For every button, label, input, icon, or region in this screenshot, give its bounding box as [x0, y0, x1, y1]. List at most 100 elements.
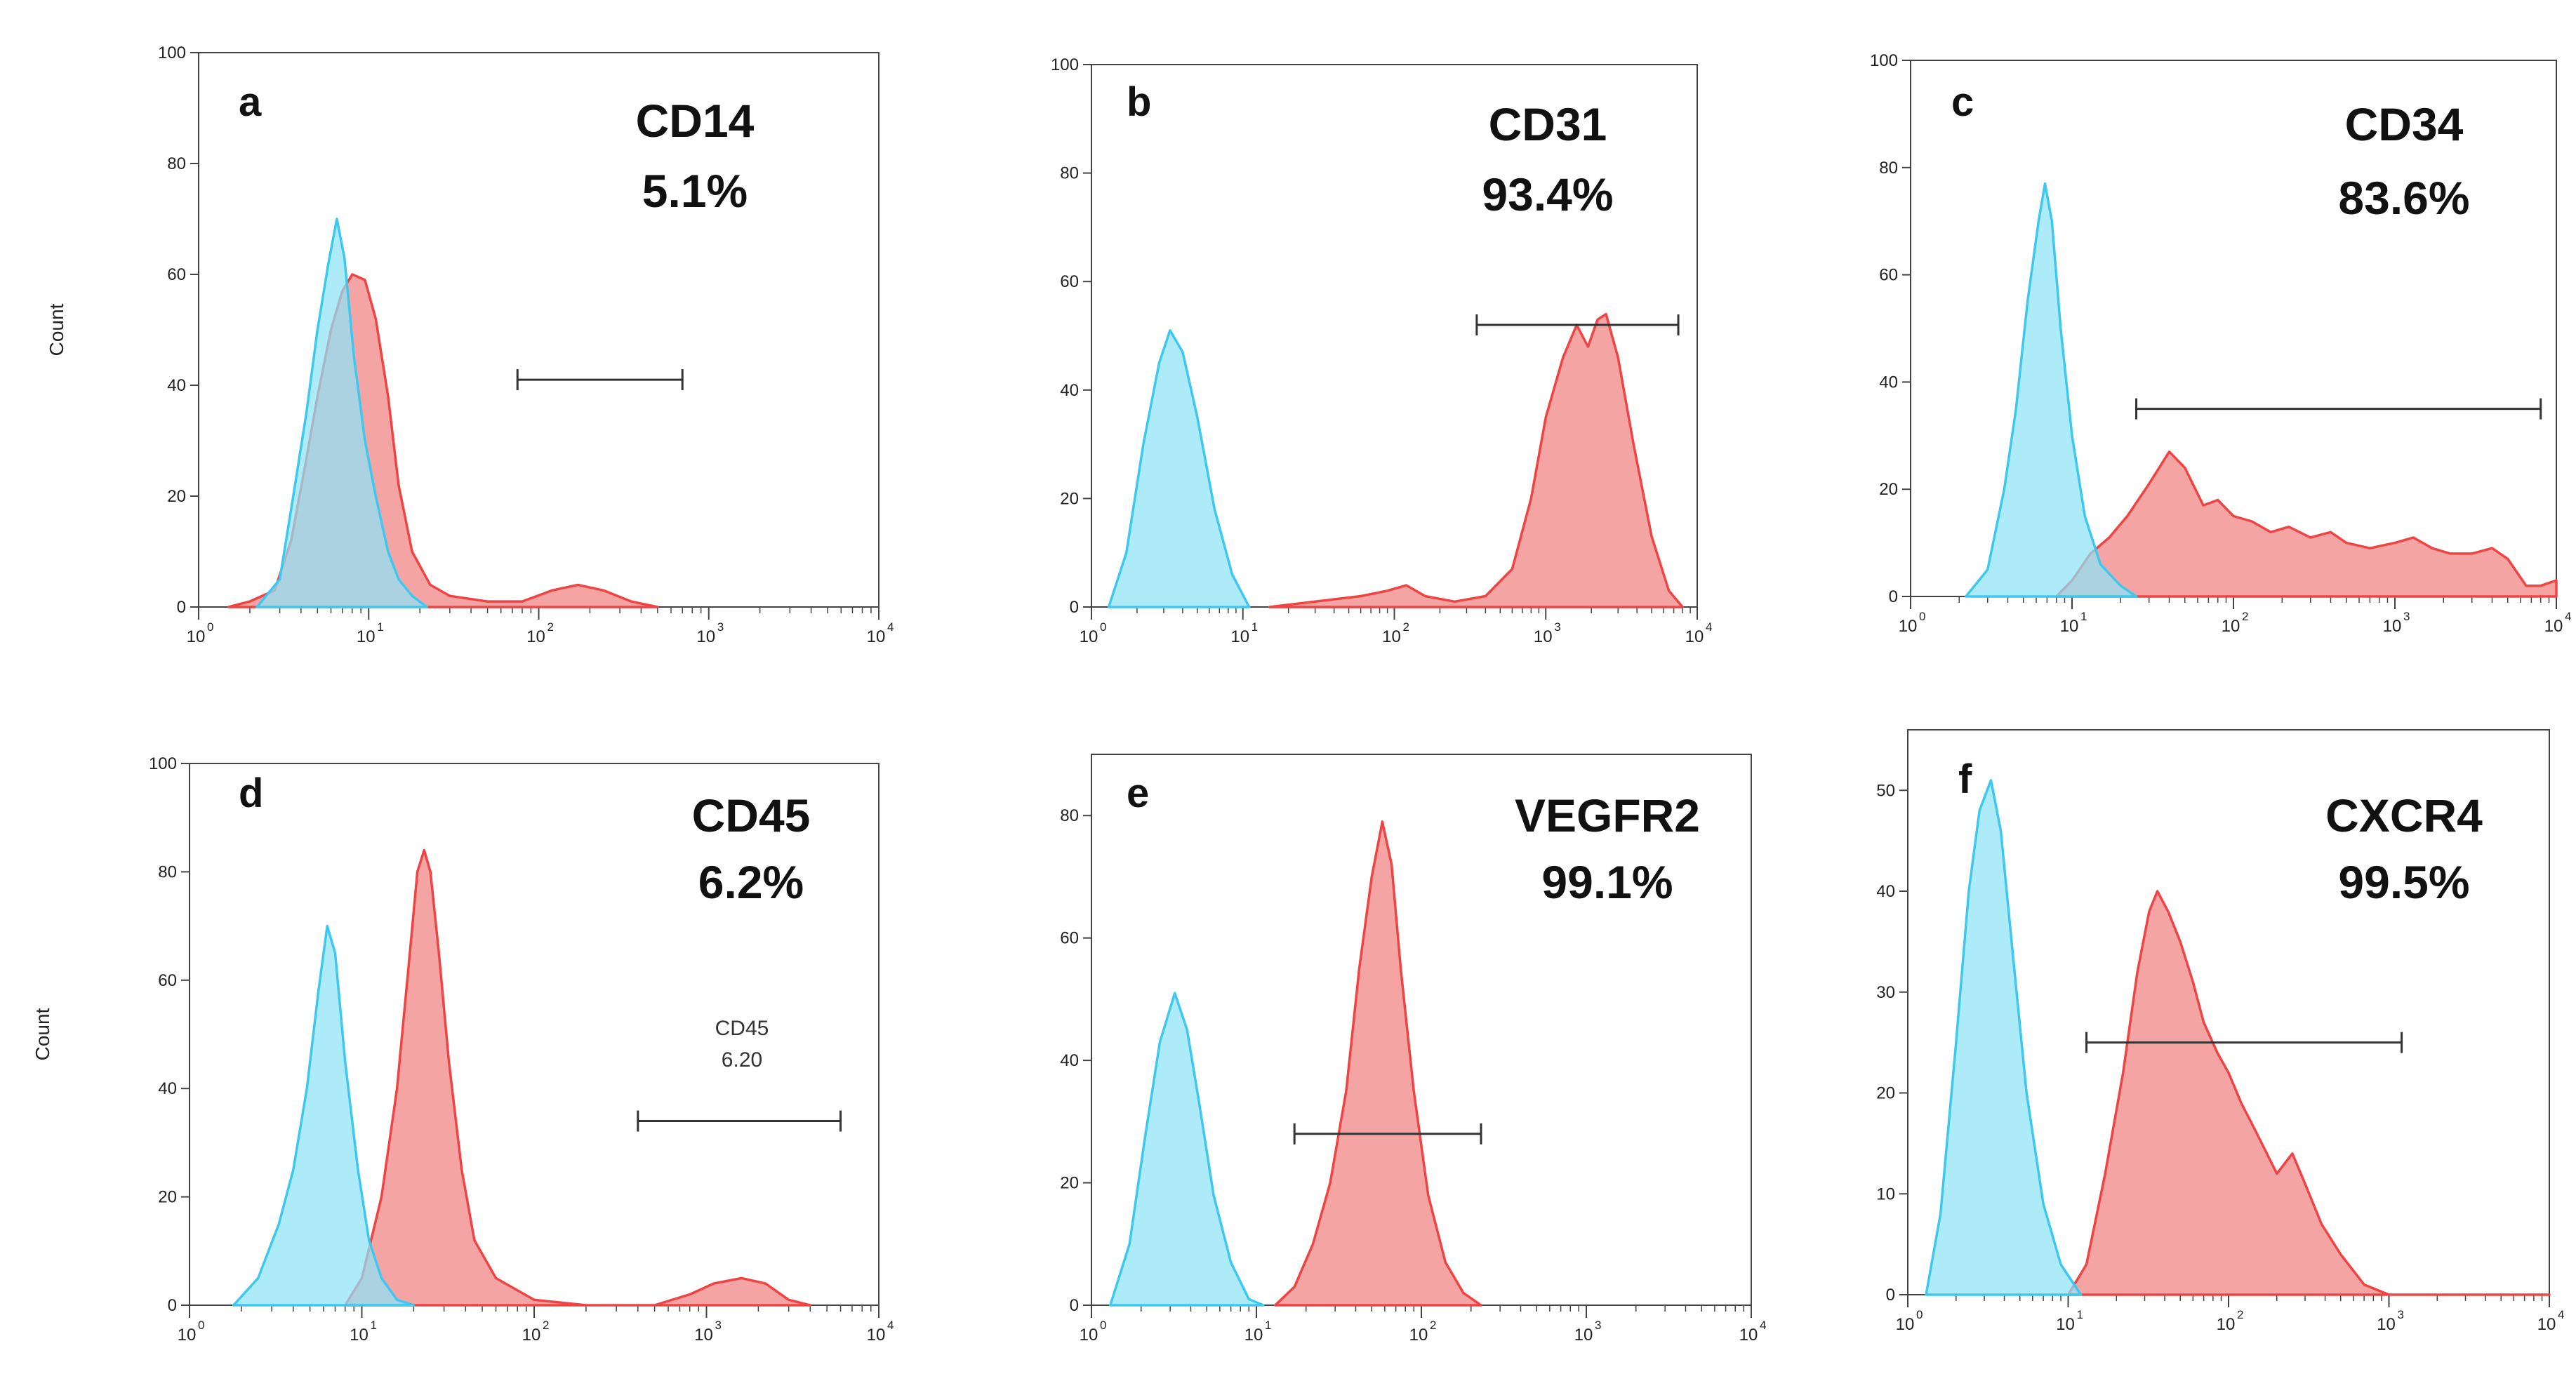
- gate-label: 6.20: [722, 1048, 762, 1072]
- sample-histogram: [2066, 890, 2551, 1296]
- y-tick-label: 0: [1070, 598, 1079, 617]
- y-tick-label: 0: [1889, 587, 1898, 606]
- y-tick-label: 50: [1876, 781, 1895, 800]
- panel-letter: d: [239, 770, 263, 816]
- x-tick-label: 10: [357, 627, 376, 646]
- y-axis-label: Count: [46, 303, 67, 356]
- panel-letter: c: [1951, 79, 1974, 125]
- x-tick-label: 10: [1534, 627, 1553, 646]
- y-axis-label: Count: [32, 1008, 53, 1060]
- y-tick-label: 20: [1060, 1174, 1079, 1193]
- x-tick-exponent: 2: [543, 1319, 549, 1332]
- x-tick-exponent: 3: [1554, 620, 1560, 634]
- y-tick-label: 40: [1879, 373, 1898, 392]
- x-tick-exponent: 3: [715, 1319, 722, 1332]
- y-tick-label: 60: [1879, 266, 1898, 285]
- x-tick-exponent: 0: [1100, 620, 1106, 634]
- x-tick-label: 10: [1899, 617, 1918, 636]
- x-tick-label: 10: [1080, 627, 1098, 646]
- y-tick-label: 40: [158, 1079, 177, 1098]
- control-histogram: [232, 924, 416, 1307]
- x-tick-exponent: 4: [1760, 1319, 1766, 1332]
- y-tick-label: 0: [1886, 1286, 1895, 1305]
- y-tick-label: 20: [1060, 489, 1079, 508]
- x-tick-label: 10: [694, 1326, 713, 1345]
- x-tick-exponent: 2: [547, 620, 554, 634]
- marker-percent: 93.4%: [1482, 168, 1613, 220]
- x-tick-exponent: 2: [2237, 1308, 2243, 1321]
- x-tick-label: 10: [2217, 1315, 2236, 1334]
- y-tick-label: 60: [1060, 929, 1079, 948]
- x-tick-label: 10: [867, 1326, 886, 1345]
- marker-percent: 83.6%: [2338, 172, 2469, 224]
- x-tick-label: 10: [526, 627, 545, 646]
- y-tick-label: 30: [1876, 983, 1895, 1002]
- y-tick-label: 100: [1051, 55, 1079, 74]
- y-tick-label: 20: [158, 1188, 177, 1207]
- y-tick-label: 100: [149, 754, 177, 773]
- control-histogram: [1109, 992, 1265, 1307]
- sample-histogram: [1274, 820, 1482, 1307]
- x-tick-label: 10: [187, 627, 206, 646]
- y-tick-label: 0: [168, 1296, 177, 1315]
- marker-name: CD45: [692, 789, 811, 841]
- x-tick-exponent: 1: [377, 620, 383, 634]
- y-tick-label: 80: [1060, 806, 1079, 825]
- x-tick-label: 10: [522, 1326, 541, 1345]
- x-tick-exponent: 4: [1706, 620, 1712, 634]
- sample-histogram: [1268, 312, 1684, 608]
- y-tick-label: 10: [1876, 1185, 1895, 1203]
- y-tick-label: 40: [1876, 882, 1895, 901]
- y-tick-label: 80: [158, 862, 177, 881]
- control-histogram: [255, 218, 428, 608]
- x-tick-exponent: 1: [2080, 610, 2087, 623]
- x-tick-label: 10: [2222, 617, 2240, 636]
- x-tick-label: 10: [1574, 1326, 1593, 1345]
- x-tick-exponent: 0: [198, 1319, 204, 1332]
- x-tick-exponent: 3: [2398, 1308, 2404, 1321]
- x-tick-label: 10: [2377, 1315, 2396, 1334]
- y-tick-label: 60: [1060, 272, 1079, 291]
- y-tick-label: 100: [1870, 51, 1898, 70]
- marker-percent: 6.2%: [698, 856, 804, 908]
- y-tick-label: 60: [167, 265, 186, 284]
- x-tick-exponent: 2: [1430, 1319, 1436, 1332]
- y-tick-label: 40: [1060, 381, 1079, 400]
- x-tick-label: 10: [2544, 617, 2563, 636]
- x-tick-label: 10: [350, 1326, 369, 1345]
- marker-percent: 99.5%: [2338, 856, 2469, 908]
- x-tick-exponent: 1: [1265, 1319, 1271, 1332]
- marker-name: VEGFR2: [1515, 789, 1700, 841]
- x-tick-label: 10: [1739, 1326, 1758, 1345]
- marker-name: CD31: [1489, 98, 1607, 150]
- control-histogram: [1965, 182, 2138, 598]
- x-tick-exponent: 4: [2558, 1308, 2564, 1321]
- x-tick-exponent: 1: [371, 1319, 377, 1332]
- y-tick-label: 100: [158, 44, 186, 62]
- x-tick-label: 10: [1382, 627, 1401, 646]
- x-tick-exponent: 4: [887, 620, 894, 634]
- x-tick-exponent: 0: [1919, 610, 1925, 623]
- x-tick-exponent: 2: [1403, 620, 1409, 634]
- panel-letter: a: [239, 79, 262, 125]
- control-histogram: [1925, 779, 2083, 1296]
- sample-histogram: [2054, 450, 2558, 598]
- x-tick-exponent: 3: [2403, 610, 2410, 623]
- x-tick-label: 10: [696, 627, 715, 646]
- x-tick-label: 10: [2060, 617, 2079, 636]
- sample-histogram: [343, 848, 812, 1307]
- x-tick-exponent: 2: [2242, 610, 2248, 623]
- y-tick-label: 0: [1070, 1296, 1079, 1315]
- marker-percent: 5.1%: [642, 165, 748, 217]
- marker-percent: 99.1%: [1541, 856, 1673, 908]
- y-tick-label: 40: [1060, 1051, 1079, 1070]
- x-tick-exponent: 1: [1252, 620, 1258, 634]
- panel-letter: b: [1127, 79, 1151, 125]
- panel-letter: e: [1127, 770, 1149, 816]
- x-tick-label: 10: [1685, 627, 1704, 646]
- y-tick-label: 80: [167, 154, 186, 173]
